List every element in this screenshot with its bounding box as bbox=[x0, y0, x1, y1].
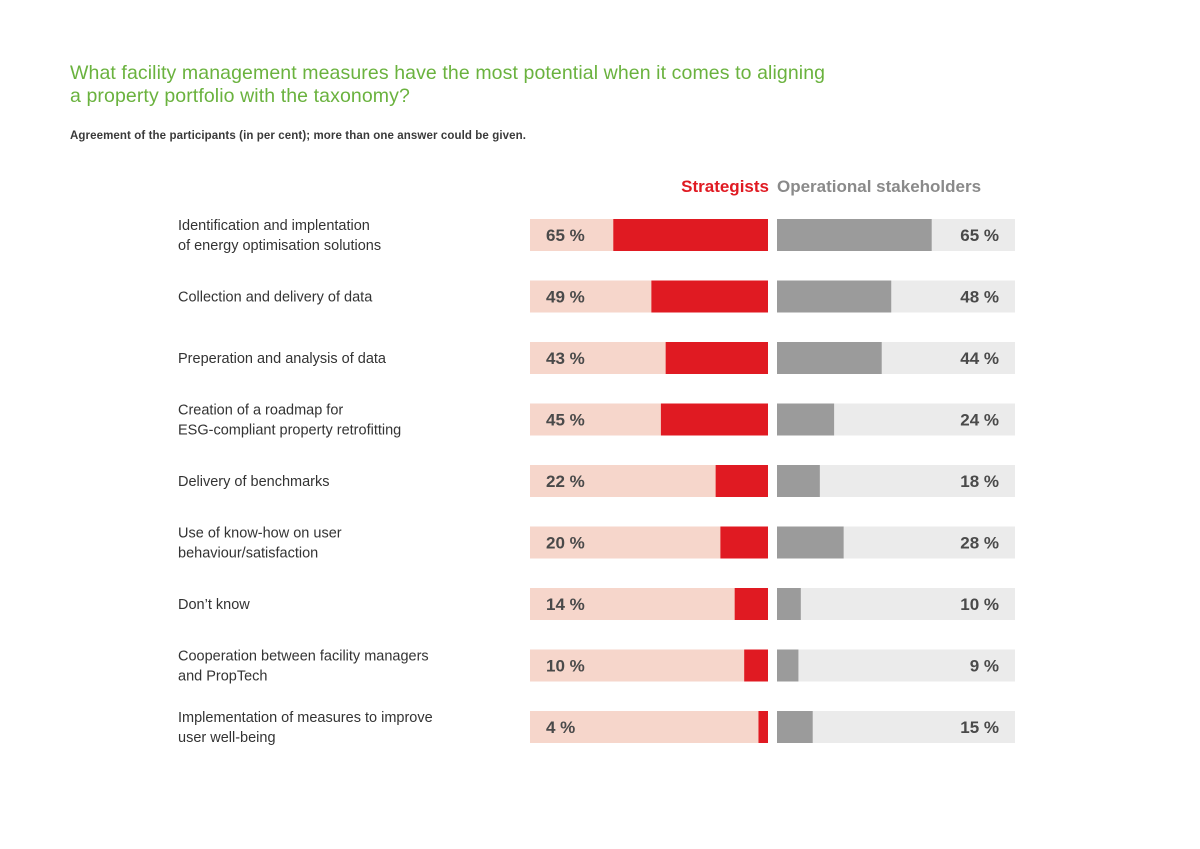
operational-value-label: 15 % bbox=[960, 718, 999, 737]
chart-title: What facility management measures have t… bbox=[70, 62, 826, 107]
category-label: Preperation and analysis of data bbox=[178, 351, 387, 367]
operational-value-label: 24 % bbox=[960, 411, 999, 430]
strategists-bar bbox=[613, 219, 768, 251]
operational-value-label: 48 % bbox=[960, 288, 999, 307]
operational-bar bbox=[777, 711, 813, 743]
strategists-value-label: 43 % bbox=[546, 349, 585, 368]
strategists-bar bbox=[734, 588, 768, 620]
operational-bar bbox=[777, 219, 932, 251]
strategists-track bbox=[530, 588, 768, 620]
operational-value-label: 18 % bbox=[960, 472, 999, 491]
category-label: ESG-compliant property retrofitting bbox=[178, 423, 401, 439]
category-label: Implementation of measures to improve bbox=[178, 710, 433, 726]
strategists-bar bbox=[744, 649, 768, 682]
category-label: and PropTech bbox=[178, 669, 267, 685]
category-label: behaviour/satisfaction bbox=[178, 546, 318, 562]
operational-bar bbox=[777, 342, 882, 374]
strategists-track bbox=[530, 711, 768, 743]
legend-strategists: Strategists bbox=[681, 177, 769, 196]
category-label: of energy optimisation solutions bbox=[178, 238, 381, 254]
strategists-value-label: 65 % bbox=[546, 226, 585, 245]
strategists-track bbox=[530, 649, 768, 682]
operational-bar bbox=[777, 465, 820, 497]
operational-value-label: 44 % bbox=[960, 349, 999, 368]
strategists-value-label: 49 % bbox=[546, 288, 585, 307]
category-label: Cooperation between facility managers bbox=[178, 649, 429, 665]
operational-bar bbox=[777, 588, 801, 620]
strategists-bar bbox=[651, 280, 768, 313]
category-label: Don’t know bbox=[178, 597, 250, 613]
strategists-value-label: 4 % bbox=[546, 718, 575, 737]
strategists-value-label: 22 % bbox=[546, 472, 585, 491]
strategists-value-label: 20 % bbox=[546, 534, 585, 553]
category-label: Creation of a roadmap for bbox=[178, 403, 343, 419]
strategists-bar bbox=[665, 342, 768, 374]
operational-bar bbox=[777, 280, 892, 313]
category-label: Identification and implentation bbox=[178, 218, 370, 234]
operational-value-label: 9 % bbox=[970, 657, 999, 676]
operational-bar bbox=[777, 649, 799, 682]
strategists-bar bbox=[715, 465, 768, 497]
strategists-value-label: 14 % bbox=[546, 595, 585, 614]
operational-track bbox=[777, 649, 1015, 682]
operational-track bbox=[777, 588, 1015, 620]
chart-subtitle: Agreement of the participants (in per ce… bbox=[70, 130, 527, 142]
operational-track bbox=[777, 711, 1015, 743]
operational-value-label: 10 % bbox=[960, 595, 999, 614]
strategists-bar bbox=[660, 403, 768, 436]
strategists-bar bbox=[720, 526, 768, 559]
operational-bar bbox=[777, 403, 835, 436]
operational-value-label: 28 % bbox=[960, 534, 999, 553]
category-label: user well-being bbox=[178, 730, 276, 746]
strategists-value-label: 45 % bbox=[546, 411, 585, 430]
strategists-value-label: 10 % bbox=[546, 657, 585, 676]
operational-value-label: 65 % bbox=[960, 226, 999, 245]
category-label: Delivery of benchmarks bbox=[178, 474, 330, 490]
strategists-bar bbox=[758, 711, 768, 743]
category-label: Use of know-how on user bbox=[178, 526, 342, 542]
operational-bar bbox=[777, 526, 844, 559]
legend-operational-stakeholders: Operational stakeholders bbox=[777, 177, 982, 196]
category-label: Collection and delivery of data bbox=[178, 290, 373, 306]
